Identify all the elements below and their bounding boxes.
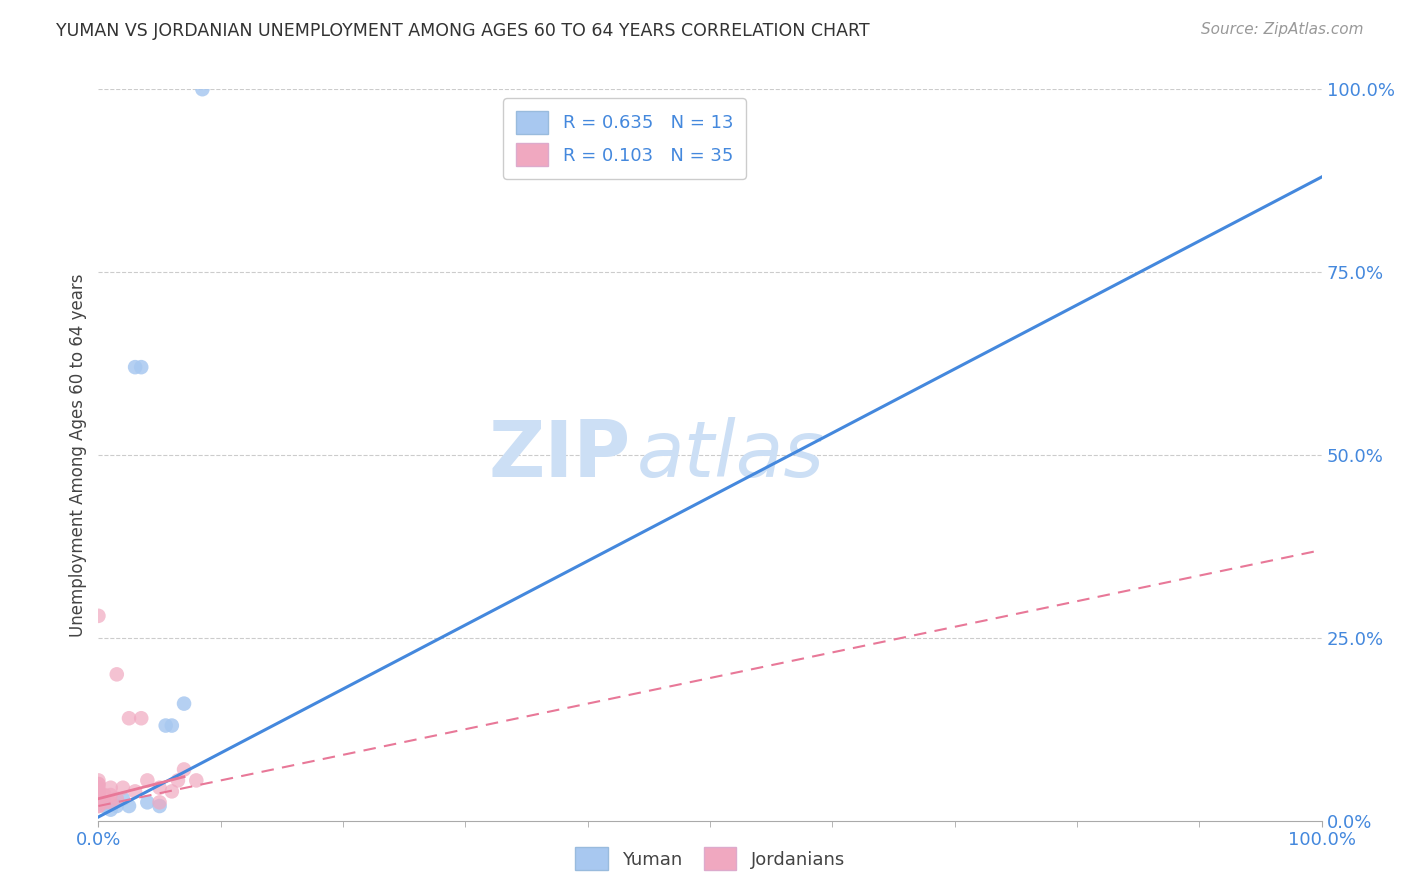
Point <box>100 780 122 795</box>
Text: YUMAN VS JORDANIAN UNEMPLOYMENT AMONG AGES 60 TO 64 YEARS CORRELATION CHART: YUMAN VS JORDANIAN UNEMPLOYMENT AMONG AG… <box>56 22 870 40</box>
Point <box>87 784 110 798</box>
Point <box>129 711 152 725</box>
Point <box>87 791 110 805</box>
Point <box>155 718 177 732</box>
Text: ZIP: ZIP <box>488 417 630 493</box>
Point <box>100 796 122 810</box>
Point <box>118 711 141 725</box>
Point <box>93 796 115 810</box>
Point <box>87 780 110 795</box>
Point <box>87 788 110 802</box>
Point <box>105 667 128 681</box>
Point <box>87 796 110 810</box>
Point <box>160 784 183 798</box>
Legend: Yuman, Jordanians: Yuman, Jordanians <box>568 839 852 878</box>
Text: Source: ZipAtlas.com: Source: ZipAtlas.com <box>1201 22 1364 37</box>
Point <box>87 799 110 814</box>
Point <box>129 360 152 375</box>
Point <box>167 773 190 788</box>
Point <box>87 608 110 623</box>
Point <box>87 799 110 814</box>
Point <box>149 780 172 795</box>
Point <box>149 799 172 814</box>
Point <box>149 796 172 810</box>
Point <box>87 791 110 805</box>
Text: atlas: atlas <box>637 417 824 493</box>
Point <box>100 788 122 802</box>
Point <box>111 791 134 805</box>
Point <box>111 780 134 795</box>
Point <box>87 788 110 802</box>
Point <box>87 777 110 791</box>
Point <box>118 799 141 814</box>
Point <box>87 773 110 788</box>
Point <box>173 763 195 777</box>
Point <box>87 784 110 798</box>
Point <box>136 796 159 810</box>
Point <box>124 360 146 375</box>
Point <box>105 791 128 805</box>
Point <box>93 799 115 814</box>
Point <box>160 718 183 732</box>
Y-axis label: Unemployment Among Ages 60 to 64 years: Unemployment Among Ages 60 to 64 years <box>69 273 87 637</box>
Point <box>87 791 110 805</box>
Point <box>100 803 122 817</box>
Point <box>124 784 146 798</box>
Point <box>173 697 195 711</box>
Point <box>191 82 214 96</box>
Point <box>87 777 110 791</box>
Point <box>93 788 115 802</box>
Point <box>87 796 110 810</box>
Point <box>105 799 128 814</box>
Point <box>87 784 110 798</box>
Point <box>136 773 159 788</box>
Point <box>186 773 208 788</box>
